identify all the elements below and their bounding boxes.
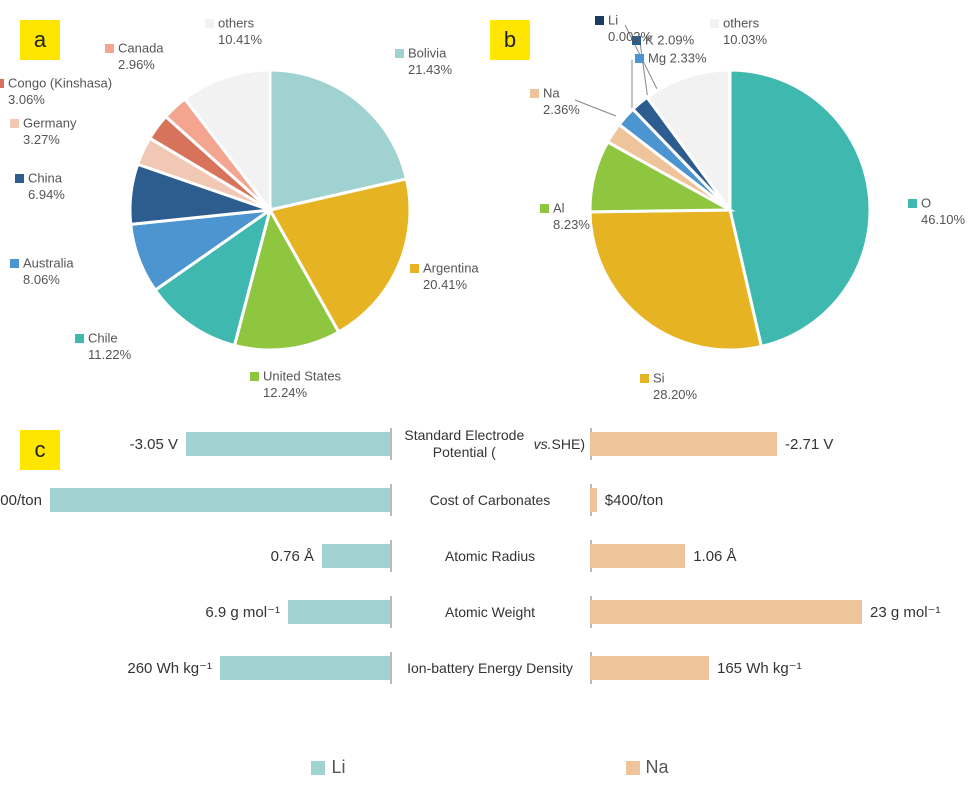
pie-a-label-canada: Canada2.96% [105,40,164,73]
bar-row: Atomic Weight 6.9 g mol⁻¹ 23 g mol⁻¹ [20,588,960,636]
bar-li-value: 6.9 g mol⁻¹ [205,588,280,636]
bar-category-label: Atomic Weight [395,588,585,636]
pie-a-label-congo-kinshasa-: Congo (Kinshasa)3.06% [0,75,112,108]
bar-na-value: -2.71 V [785,420,833,468]
bar-li-value: 260 Wh kg⁻¹ [127,644,212,692]
bar-na-value: $400/ton [605,476,663,524]
bar-li [50,488,390,512]
pie-b-label-mg: Mg 2.33% [635,50,707,67]
bar-legend: Li Na [20,752,960,782]
pie-a-label-bolivia: Bolivia21.43% [395,45,452,78]
bar-li-value: -3.05 V [130,420,178,468]
pie-a-label-china: China6.94% [15,170,65,203]
pie-a-label-chile: Chile11.22% [75,330,131,363]
bar-na-value: 23 g mol⁻¹ [870,588,940,636]
pie-b-label-li: Li0.002% [595,12,652,45]
pie-b-label-others: others10.03% [710,15,767,48]
bar-na [590,656,709,680]
bar-row: Ion-battery Energy Density 260 Wh kg⁻¹ 16… [20,644,960,692]
pie-a-label-argentina: Argentina20.41% [410,260,479,293]
pie-a-label-others: others10.41% [205,15,262,48]
pie-a-label-germany: Germany3.27% [10,115,76,148]
bar-category-label: Atomic Radius [395,532,585,580]
bar-row: Atomic Radius 0.76 Å 1.06 Å [20,532,960,580]
pie-b-label-al: Al8.23% [540,200,590,233]
pie-labels-layer: Bolivia21.43% Argentina20.41% United State… [0,0,980,420]
pie-b-label-na: Na2.36% [530,85,580,118]
bar-li [220,656,390,680]
bar-row: Cost of Carbonates $56,600/ton$400/ton [20,476,960,524]
bar-na [590,544,685,568]
pie-b-label-si: Si28.20% [640,370,697,403]
bar-li-value: 0.76 Å [271,532,314,580]
bar-row: Standard Electrode Potential (vs. SHE) -… [20,420,960,468]
bar-li [322,544,390,568]
bar-na [590,600,862,624]
comparison-bar-chart: Standard Electrode Potential (vs. SHE) -… [20,420,960,790]
pie-b-label-o: O46.10% [908,195,965,228]
legend-li: Li [311,757,345,778]
bar-li [288,600,390,624]
bar-li-value: $56,600/ton [0,476,42,524]
bar-na-value: 165 Wh kg⁻¹ [717,644,802,692]
bar-na-value: 1.06 Å [693,532,736,580]
bar-category-label: Ion-battery Energy Density [395,644,585,692]
bar-na [590,432,777,456]
bar-na [590,488,597,512]
bar-category-label: Cost of Carbonates [395,476,585,524]
pie-a-label-australia: Australia8.06% [10,255,74,288]
pie-a-label-united-states: United States12.24% [250,368,341,401]
bar-li [186,432,390,456]
legend-na: Na [626,757,669,778]
bar-category-label: Standard Electrode Potential (vs. SHE) [395,420,585,468]
